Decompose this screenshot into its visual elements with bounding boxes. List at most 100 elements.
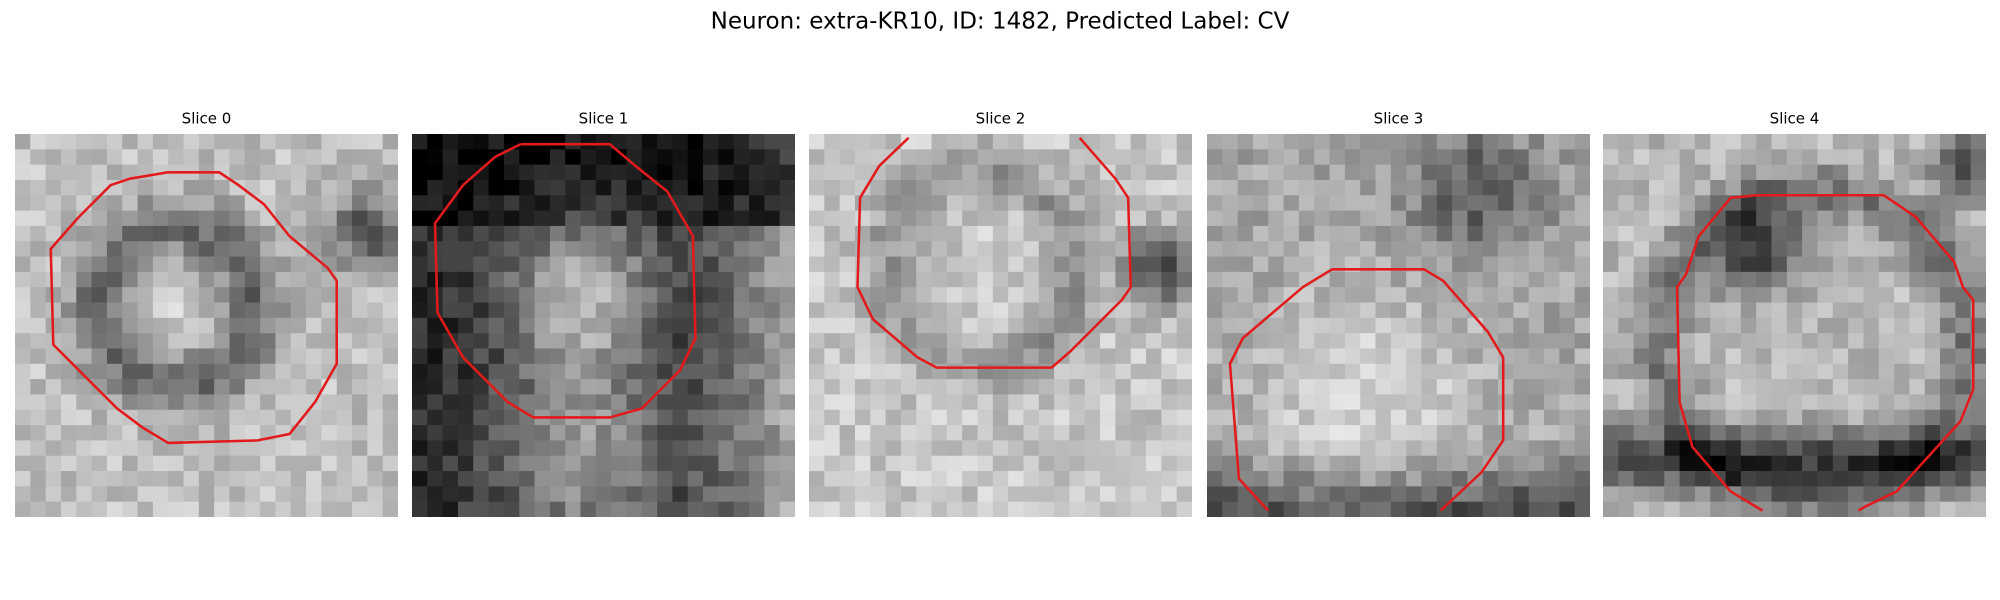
pixel	[1038, 425, 1055, 441]
pixel	[457, 440, 474, 457]
pixel	[641, 379, 658, 395]
pixel	[321, 134, 338, 150]
pixel	[76, 195, 92, 211]
pixel	[1955, 425, 1972, 441]
pixel	[352, 317, 368, 334]
pixel	[626, 363, 643, 380]
pixel	[946, 149, 963, 166]
pixel	[1008, 195, 1024, 211]
pixel	[382, 225, 398, 242]
pixel	[519, 195, 535, 211]
pixel	[1970, 164, 1986, 181]
pixel	[1574, 195, 1590, 211]
pixel	[198, 425, 215, 441]
pixel	[916, 287, 932, 303]
pixel	[1314, 440, 1330, 457]
pixel	[244, 179, 261, 196]
pixel	[152, 241, 169, 257]
pixel	[733, 271, 750, 288]
pixel	[1161, 394, 1178, 411]
pixel	[1038, 455, 1055, 472]
pixel	[321, 287, 338, 303]
pixel	[1421, 256, 1438, 273]
pixel	[809, 455, 825, 472]
pixel	[260, 302, 276, 319]
pixel	[870, 271, 886, 288]
pixel	[1237, 425, 1254, 441]
pixel	[992, 471, 1009, 487]
pixel	[1618, 164, 1635, 181]
pixel	[824, 333, 841, 349]
pixel	[885, 471, 902, 487]
pixel	[1679, 210, 1696, 227]
pixel	[15, 333, 31, 349]
pixel	[76, 225, 92, 242]
pixel	[198, 271, 215, 288]
pixel	[15, 271, 31, 288]
pixel	[641, 440, 658, 457]
pixel	[442, 287, 459, 303]
pixel	[1817, 179, 1834, 196]
pixel	[992, 440, 1009, 457]
pixel	[1817, 164, 1834, 181]
pixel	[595, 348, 612, 365]
pixel	[1970, 225, 1986, 242]
pixel	[244, 287, 261, 303]
pixel	[473, 379, 489, 395]
pixel	[1771, 394, 1788, 411]
pixel	[336, 348, 353, 365]
pixel	[457, 348, 474, 365]
pixel	[1467, 241, 1484, 257]
pixel	[824, 363, 841, 380]
pixel	[1130, 348, 1147, 365]
pixel	[611, 195, 627, 211]
pixel	[198, 287, 215, 303]
pixel	[1756, 348, 1772, 365]
pixel	[1176, 164, 1192, 181]
pixel	[1467, 440, 1484, 457]
pixel	[565, 241, 581, 257]
pixel	[1298, 348, 1315, 365]
pixel	[503, 409, 520, 426]
pixel	[1390, 287, 1407, 303]
pixel	[1421, 486, 1438, 503]
pixel	[1955, 317, 1972, 334]
figure-title: Neuron: extra-KR10, ID: 1482, Predicted …	[711, 9, 1290, 35]
pixel	[1603, 317, 1619, 334]
pixel	[1375, 348, 1392, 365]
pixel	[962, 179, 978, 196]
pixel	[992, 455, 1009, 472]
pixel	[687, 394, 704, 411]
pixel	[1878, 501, 1895, 517]
pixel	[275, 409, 292, 426]
pixel	[1848, 210, 1864, 227]
pixel	[1252, 486, 1269, 503]
pixel	[214, 179, 230, 196]
pixel	[611, 394, 627, 411]
pixel	[168, 256, 184, 273]
pixel	[900, 425, 917, 441]
pixel	[1146, 179, 1162, 196]
pixel	[749, 409, 765, 426]
pixel	[626, 179, 643, 196]
pixel	[1482, 379, 1499, 395]
pixel	[580, 501, 597, 517]
pixel	[412, 149, 428, 166]
pixel	[1176, 241, 1192, 257]
pixel	[977, 302, 994, 319]
pixel	[1664, 501, 1680, 517]
pixel	[718, 225, 735, 242]
pixel	[1970, 486, 1986, 503]
pixel	[1375, 149, 1392, 166]
pixel	[534, 379, 551, 395]
contour	[49, 171, 338, 445]
pixel	[30, 394, 47, 411]
pixel	[1832, 409, 1849, 426]
pixel	[718, 287, 735, 303]
pixel	[977, 471, 994, 487]
pixel	[122, 317, 138, 334]
pixel	[992, 317, 1009, 334]
pixel	[1207, 394, 1223, 411]
pixel	[1894, 455, 1910, 472]
pixel	[457, 455, 474, 472]
